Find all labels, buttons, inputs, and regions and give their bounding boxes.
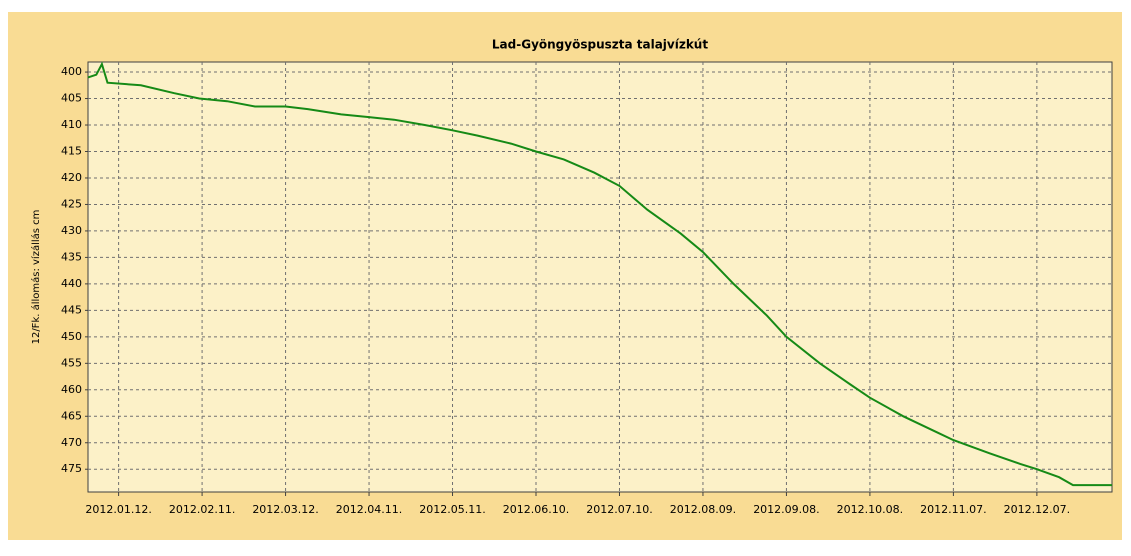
y-tick-label: 460 xyxy=(61,383,82,396)
y-tick-label: 450 xyxy=(61,330,82,343)
y-tick-label: 425 xyxy=(61,197,82,210)
y-axis-label: 12/Fk. állomás: vízállás cm xyxy=(30,210,42,345)
y-tick-label: 415 xyxy=(61,144,82,157)
y-tick-label: 410 xyxy=(61,118,82,131)
x-tick-label: 2012.02.11. xyxy=(169,503,235,516)
y-tick-label: 400 xyxy=(61,65,82,78)
x-tick-label: 2012.05.11. xyxy=(419,503,485,516)
x-tick-label: 2012.12.07. xyxy=(1004,503,1070,516)
y-tick-label: 405 xyxy=(61,92,82,105)
y-tick-label: 440 xyxy=(61,277,82,290)
y-tick-label: 420 xyxy=(61,171,82,184)
chart-title: Lad-Gyöngyöspuszta talajvízkút xyxy=(492,38,708,52)
plot-area xyxy=(87,61,1113,493)
x-tick-label: 2012.06.10. xyxy=(503,503,569,516)
x-tick-label: 2012.04.11. xyxy=(336,503,402,516)
x-tick-label: 2012.09.08. xyxy=(753,503,819,516)
x-tick-label: 2012.03.12. xyxy=(252,503,318,516)
x-tick-label: 2012.08.09. xyxy=(670,503,736,516)
x-tick-label: 2012.10.08. xyxy=(837,503,903,516)
y-tick-label: 445 xyxy=(61,303,82,316)
y-tick-label: 455 xyxy=(61,356,82,369)
y-tick-label: 465 xyxy=(61,409,82,422)
x-tick-label: 2012.11.07. xyxy=(920,503,986,516)
x-tick-label: 2012.07.10. xyxy=(586,503,652,516)
x-tick-label: 2012.01.12. xyxy=(85,503,151,516)
data-line xyxy=(87,61,1112,487)
y-tick-label: 475 xyxy=(61,462,82,475)
y-tick-label: 430 xyxy=(61,224,82,237)
y-tick-label: 470 xyxy=(61,436,82,449)
y-tick-label: 435 xyxy=(61,250,82,263)
